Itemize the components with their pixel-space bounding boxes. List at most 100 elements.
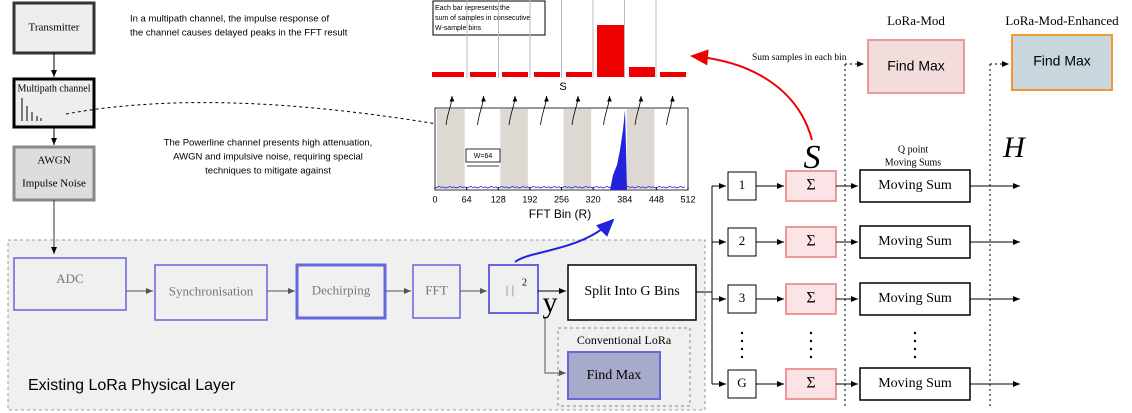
bar-shape bbox=[534, 72, 560, 77]
bin-shade bbox=[500, 109, 528, 189]
x-tick-label: 384 bbox=[617, 194, 632, 204]
impulse-label: Impulse Noise bbox=[22, 178, 86, 190]
shape: Each bar represents the sum of samples i… bbox=[432, 0, 690, 93]
ellipsis-dot bbox=[913, 347, 917, 351]
awgn-label: AWGN bbox=[37, 155, 70, 167]
phy-block-label: Synchronisation bbox=[169, 283, 254, 298]
small-arrow bbox=[571, 95, 581, 126]
sum-label: Σ bbox=[806, 233, 815, 250]
magnitude-bars: | | bbox=[506, 282, 514, 297]
small-arrow bbox=[508, 95, 518, 126]
bin-shade bbox=[563, 109, 592, 189]
shape: 1 Σ Moving Sum 2 Σ Moving Sum 3 Σ Moving Sum G Σ Mo… bbox=[712, 169, 1020, 401]
moving-sum-label: Moving Sum bbox=[878, 291, 952, 306]
bin-shade bbox=[437, 109, 465, 189]
moving-sum-label: Moving Sum bbox=[878, 234, 952, 249]
ellipsis-dot bbox=[913, 339, 917, 343]
note-line: The Powerline channel presents high atte… bbox=[164, 138, 373, 149]
legend-line: W-sample bins bbox=[435, 25, 482, 32]
dashed-link bbox=[65, 102, 613, 160]
x-tick-label: 448 bbox=[649, 194, 664, 204]
phy-block-label: Dechirping bbox=[312, 282, 371, 297]
s-symbol: S bbox=[804, 139, 821, 176]
x-tick-label: 320 bbox=[586, 194, 601, 204]
moving-sum-box bbox=[859, 367, 971, 401]
small-arrow bbox=[603, 95, 612, 126]
shape: 0 64 128 192 256 320 384 448 512 W=64 bbox=[432, 107, 696, 204]
sum-label: Σ bbox=[806, 177, 815, 194]
find-max: Find Max bbox=[587, 368, 642, 383]
h-symbol: H bbox=[1002, 131, 1027, 164]
small-arrow bbox=[540, 95, 549, 126]
phy-block bbox=[295, 263, 387, 320]
bin-label: 1 bbox=[739, 177, 746, 192]
moving-sum-box bbox=[859, 225, 971, 259]
x-tick-label: 128 bbox=[491, 194, 506, 204]
small-arrow bbox=[445, 95, 455, 126]
bar-shape bbox=[660, 72, 686, 77]
phy-label: Existing LoRa Physical Layer bbox=[28, 377, 236, 394]
bin-box bbox=[727, 369, 757, 399]
sum-annotation: Sum samples in each bin bbox=[752, 53, 847, 63]
legend-box bbox=[432, 0, 546, 36]
ellipsis-dot bbox=[913, 331, 917, 335]
bin-shade bbox=[626, 109, 655, 189]
blue-link bbox=[514, 218, 615, 263]
ellipsis-dot bbox=[809, 355, 813, 359]
x-tick-label: 256 bbox=[554, 194, 569, 204]
spectrum-peak bbox=[610, 110, 627, 190]
moving-header: Moving Sums bbox=[885, 157, 942, 168]
ellipsis-dot bbox=[740, 355, 744, 359]
legend-line: Each bar represents the bbox=[435, 5, 510, 12]
small-arrow bbox=[666, 95, 675, 126]
magnitude-box bbox=[488, 264, 539, 314]
small-arrow bbox=[477, 95, 486, 126]
x-tick-label: 0 bbox=[432, 194, 437, 204]
note-line: techniques to mitigate against bbox=[205, 166, 331, 177]
phy-block bbox=[412, 264, 461, 319]
ellipsis-dot bbox=[740, 331, 744, 335]
lora-mod-enhanced-title: LoRa-Mod-Enhanced bbox=[1005, 13, 1119, 28]
bin-box bbox=[727, 284, 757, 314]
transmitter: Transmitter bbox=[29, 22, 80, 34]
sum-label: Σ bbox=[806, 375, 815, 392]
window-box bbox=[465, 148, 501, 163]
note-line: In a multipath channel, the impulse resp… bbox=[130, 14, 329, 25]
ellipsis-dot bbox=[809, 331, 813, 335]
arrow bbox=[544, 318, 566, 376]
bin-box bbox=[727, 171, 757, 201]
bin-label: 2 bbox=[739, 233, 746, 248]
split: Split Into G Bins bbox=[584, 284, 679, 299]
bar-shape bbox=[597, 25, 625, 77]
impulse-icon bbox=[21, 98, 42, 121]
ellipsis-dot bbox=[809, 347, 813, 351]
lora-mod-box bbox=[867, 39, 965, 94]
ellipsis-dot bbox=[740, 339, 744, 343]
x-tick-label: 64 bbox=[462, 194, 472, 204]
moving-sum-box bbox=[859, 282, 971, 316]
bar-shape bbox=[502, 72, 528, 77]
transmitter-box bbox=[12, 1, 96, 55]
magnitude-power: 2 bbox=[522, 277, 527, 288]
phy-block-label: FFT bbox=[425, 282, 447, 297]
small-arrow bbox=[634, 95, 644, 126]
ellipsis-dot bbox=[913, 355, 917, 359]
bin-label: G bbox=[737, 375, 746, 390]
moving-header: Q point bbox=[898, 144, 929, 155]
split-box bbox=[567, 264, 697, 321]
output-y: y bbox=[543, 286, 558, 319]
sum-box bbox=[785, 170, 837, 202]
bar-shape bbox=[470, 72, 496, 77]
lora-mod-title: LoRa-Mod bbox=[887, 13, 945, 28]
bar-shape bbox=[566, 72, 592, 77]
conventional-region bbox=[557, 327, 691, 407]
window-label: W=64 bbox=[474, 153, 493, 160]
lora-mod-enhanced-find-max: Find Max bbox=[1033, 53, 1091, 69]
ellipsis-dot bbox=[740, 347, 744, 351]
bin-chart-label: S bbox=[559, 81, 566, 93]
lora-mod-enhanced-box bbox=[1011, 34, 1113, 91]
phy-block bbox=[154, 264, 268, 321]
multipath-label: Multipath channel bbox=[17, 83, 90, 94]
